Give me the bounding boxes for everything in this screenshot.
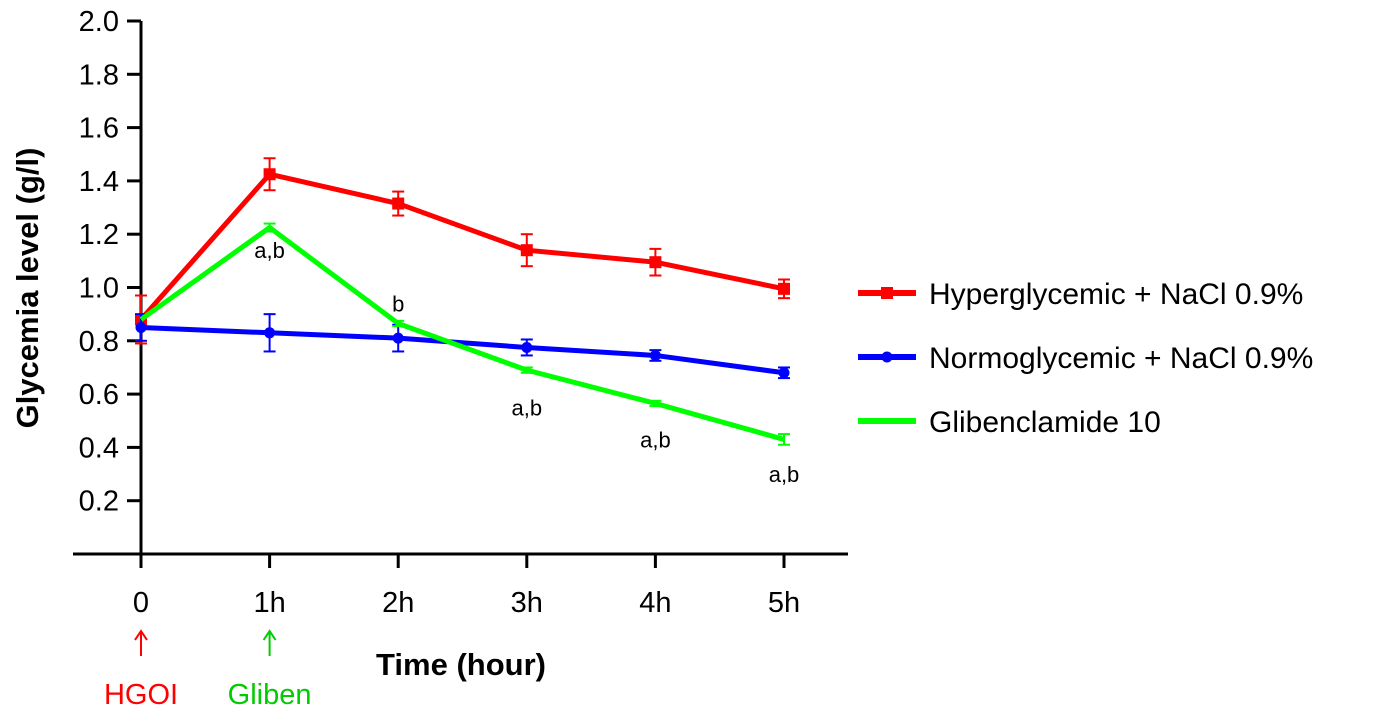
legend-label: Hyperglycemic + NaCl 0.9%	[929, 278, 1303, 311]
arrow-head	[134, 629, 148, 641]
legend-entry: Hyperglycemic + NaCl 0.9%	[858, 278, 1303, 311]
x-tick-label: 3h	[511, 587, 543, 619]
series-group	[135, 157, 790, 446]
significance-label: a,b	[640, 427, 671, 452]
x-tick-label: 2h	[382, 587, 414, 619]
x-tick-label: 0	[133, 587, 149, 619]
series-line	[139, 225, 785, 442]
axes: 0.2 0.4 0.6 0.8 1.0 1.2 1.4 1.6 1.8 2.0 0 1h 2h 3h 4h 5…	[73, 6, 848, 619]
y-tick-label: 1.8	[79, 59, 119, 91]
arrow-head	[262, 629, 277, 641]
event-label: Gliben	[228, 679, 312, 708]
event-marker: HGOI	[104, 629, 178, 708]
data-point	[649, 256, 662, 269]
x-tick-label: 5h	[768, 587, 800, 619]
legend-label: Normoglycemic + NaCl 0.9%	[929, 342, 1313, 375]
significance-label: a,b	[769, 462, 800, 487]
data-point	[778, 367, 790, 379]
series-line	[139, 171, 785, 322]
data-point	[263, 168, 276, 181]
significance-label: b	[392, 291, 404, 316]
y-tick-label: 1.0	[79, 273, 119, 305]
y-tick-label: 0.6	[79, 379, 119, 411]
y-tick-label: 1.6	[79, 113, 119, 145]
data-point	[521, 341, 533, 353]
x-tick-label: 1h	[253, 587, 285, 619]
legend-marker	[881, 351, 893, 363]
legend: Hyperglycemic + NaCl 0.9% Normoglycemic +…	[858, 278, 1313, 439]
series-line	[140, 324, 785, 376]
significance-label: a,b	[512, 395, 543, 420]
series-2	[139, 222, 790, 446]
legend-entry: Glibenclamide 10	[858, 406, 1161, 439]
data-point	[264, 327, 276, 339]
data-point	[649, 349, 661, 361]
data-point	[778, 282, 790, 295]
y-tick-label: 1.2	[79, 219, 119, 251]
legend-marker	[881, 287, 893, 299]
data-point	[135, 321, 147, 333]
data-point	[392, 332, 404, 344]
data-point	[520, 244, 533, 257]
y-axis-title: Glycemia level (g/l)	[10, 148, 45, 429]
y-tick-label: 1.4	[79, 166, 119, 198]
y-tick-label: 0.8	[79, 326, 119, 358]
series-1	[135, 313, 790, 380]
y-tick-label: 0.2	[79, 486, 119, 518]
x-tick-label: 4h	[639, 587, 671, 619]
legend-entry: Normoglycemic + NaCl 0.9%	[858, 342, 1313, 375]
event-marker: Gliben	[228, 629, 312, 708]
legend-label: Glibenclamide 10	[929, 406, 1161, 439]
annotations: a,b b a,b a,b a,b HGOI Gliben	[104, 238, 799, 708]
x-axis-title: Time (hour)	[376, 647, 546, 682]
y-tick-label: 2.0	[79, 6, 119, 38]
event-label: HGOI	[104, 679, 178, 708]
y-tick-label: 0.4	[79, 432, 119, 464]
significance-label: a,b	[254, 238, 285, 263]
data-point	[392, 197, 405, 210]
